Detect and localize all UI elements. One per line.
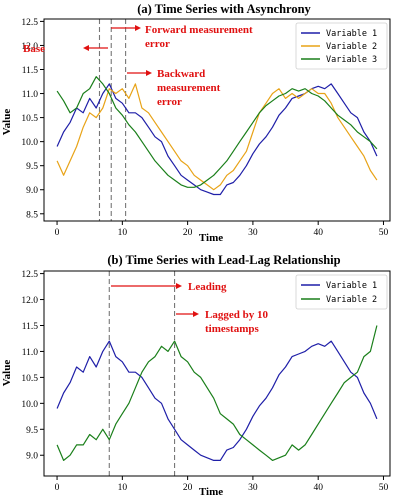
panel-a-y-ticks: 8.5 9.0 9.5 10.0 10.5 11.0 11.5 12.0 12.5 <box>21 18 44 220</box>
panel-a: (a) Time Series with Asynchrony Value Ti… <box>1 2 391 244</box>
y-tick-label: 10.0 <box>21 400 38 410</box>
panel-a-x-ticks: 0 10 20 30 40 50 <box>55 221 389 238</box>
legend-a-label-3: Variable 3 <box>326 55 377 65</box>
x-tick-label: 50 <box>379 483 389 493</box>
panel-a-ylabel: Value <box>1 109 13 136</box>
x-tick-label: 0 <box>55 483 60 493</box>
y-tick-label: 12.0 <box>21 42 38 52</box>
y-tick-label: 10.5 <box>21 114 38 124</box>
y-tick-label: 11.5 <box>22 66 39 76</box>
y-tick-label: 9.0 <box>26 186 38 196</box>
panel-b-x-ticks: 0 10 20 30 40 50 <box>55 476 389 493</box>
panel-a-legend: Variable 1 Variable 2 Variable 3 <box>295 22 388 70</box>
x-tick-label: 30 <box>248 483 258 493</box>
x-tick-label: 10 <box>118 483 128 493</box>
legend-a-label-1: Variable 1 <box>326 29 377 39</box>
arrow-lagged <box>176 311 199 317</box>
annot-backward-line3: error <box>157 96 182 108</box>
annot-leading: Leading <box>188 281 227 293</box>
arrow-leading <box>111 283 182 289</box>
y-tick-label: 8.5 <box>26 210 38 220</box>
panel-b-title: (b) Time Series with Lead-Lag Relationsh… <box>107 253 340 267</box>
panel-b-vlines <box>108 271 176 476</box>
x-tick-label: 40 <box>313 483 323 493</box>
annot-forward-line1: Forward measurement <box>145 24 253 36</box>
legend-b-label-1: Variable 1 <box>326 281 377 291</box>
panel-b-ylabel: Value <box>1 360 13 387</box>
x-tick-label: 10 <box>118 228 128 238</box>
arrow-backward <box>127 70 152 76</box>
panel-a-annotations: Base Forward measurement error Backward … <box>23 24 253 108</box>
series-line-1 <box>56 83 378 196</box>
legend-b-label-2: Variable 2 <box>326 295 377 305</box>
y-tick-label: 12.5 <box>21 270 38 280</box>
y-tick-label: 9.5 <box>26 426 38 436</box>
x-tick-label: 30 <box>248 228 258 238</box>
annot-backward-line2: measurement <box>157 82 221 94</box>
annot-lagged-line2: timestamps <box>205 323 259 335</box>
y-tick-label: 11.0 <box>22 348 39 358</box>
panel-b-annotations: Leading Lagged by 10 timestamps <box>111 281 268 335</box>
series-line-3 <box>56 76 378 188</box>
x-tick-label: 0 <box>55 228 60 238</box>
panel-a-series <box>56 76 378 196</box>
x-tick-label: 40 <box>313 228 323 238</box>
annot-lagged-line1: Lagged by 10 <box>205 309 268 321</box>
y-tick-label: 10.5 <box>21 374 38 384</box>
panel-a-xlabel: Time <box>199 232 223 244</box>
legend-a-label-2: Variable 2 <box>326 42 377 52</box>
panel-b: (b) Time Series with Lead-Lag Relationsh… <box>1 253 391 498</box>
y-tick-label: 12.5 <box>21 18 38 28</box>
panel-b-xlabel: Time <box>199 486 223 498</box>
y-tick-label: 9.5 <box>26 162 38 172</box>
annot-forward-line2: error <box>145 38 170 50</box>
annot-backward-line1: Backward <box>157 68 205 80</box>
y-tick-label: 12.0 <box>21 296 38 306</box>
series-line-1 <box>56 340 378 461</box>
y-tick-label: 9.0 <box>26 452 38 462</box>
y-tick-label: 11.0 <box>22 90 39 100</box>
y-tick-label: 11.5 <box>22 322 39 332</box>
arrow-base <box>83 45 108 51</box>
panel-a-vlines <box>98 19 127 221</box>
series-line-2 <box>56 83 378 191</box>
x-tick-label: 50 <box>379 228 389 238</box>
x-tick-label: 20 <box>183 483 193 493</box>
series-line-2 <box>56 325 378 461</box>
panel-b-y-ticks: 9.0 9.5 10.0 10.5 11.0 11.5 12.0 12.5 <box>21 270 44 462</box>
panel-a-frame <box>43 18 391 222</box>
annot-base: Base <box>23 43 45 55</box>
arrow-forward <box>111 25 141 31</box>
x-tick-label: 20 <box>183 228 193 238</box>
panel-b-frame <box>43 270 391 477</box>
panel-a-title: (a) Time Series with Asynchrony <box>137 2 311 16</box>
panel-b-series <box>56 325 378 461</box>
panel-b-legend: Variable 1 Variable 2 <box>295 274 388 310</box>
y-tick-label: 10.0 <box>21 138 38 148</box>
